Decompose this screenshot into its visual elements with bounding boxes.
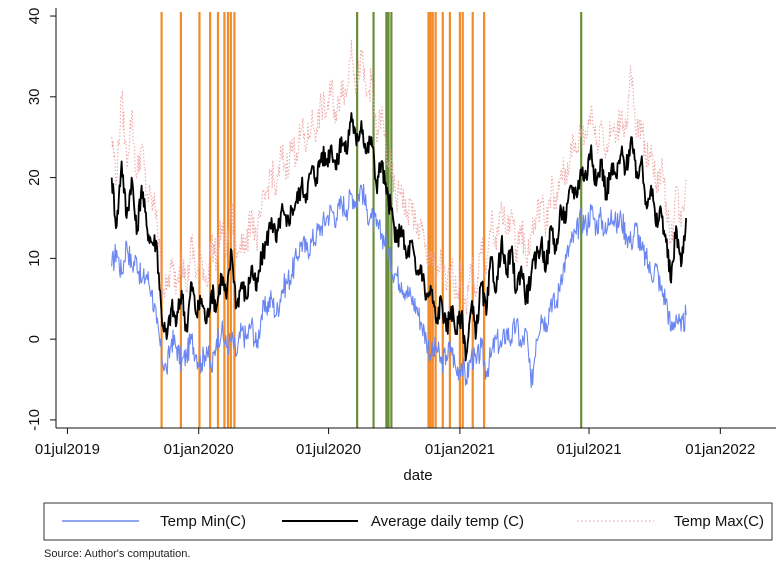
x-tick-label: 01jul2019 (35, 441, 100, 458)
y-tick-label: 30 (26, 88, 43, 105)
x-tick-label: 01jul2020 (296, 441, 361, 458)
legend-label-temp-min: Temp Min(C) (160, 513, 246, 530)
y-tick-label: -10 (26, 409, 43, 431)
y-tick-label: 10 (26, 250, 43, 267)
x-axis-title: date (403, 467, 432, 484)
axes: 01jul2019 01jan2020 01jul2020 01jan2021 01ju… (26, 8, 776, 458)
x-tick-label: 01jan2022 (685, 441, 755, 458)
y-tick-label: 0 (26, 335, 43, 343)
series-line-temp-min (111, 183, 687, 389)
source-note: Source: Author's computation. (44, 548, 190, 560)
legend-box (43, 502, 773, 541)
series-line-temp-max (111, 39, 687, 316)
legend-label-average: Average daily temp (C) (371, 513, 524, 530)
series-layer (110, 39, 687, 389)
x-tick-label: 01jan2021 (425, 441, 495, 458)
series-line-average (110, 112, 687, 362)
legend-label-temp-max: Temp Max(C) (674, 513, 764, 530)
legend: Temp Min(C) Average daily temp (C) Temp … (43, 502, 773, 541)
x-tick-label: 01jul2021 (557, 441, 622, 458)
x-tick-label: 01jan2020 (164, 441, 234, 458)
y-tick-label: 40 (26, 8, 43, 25)
y-tick-label: 20 (26, 169, 43, 186)
